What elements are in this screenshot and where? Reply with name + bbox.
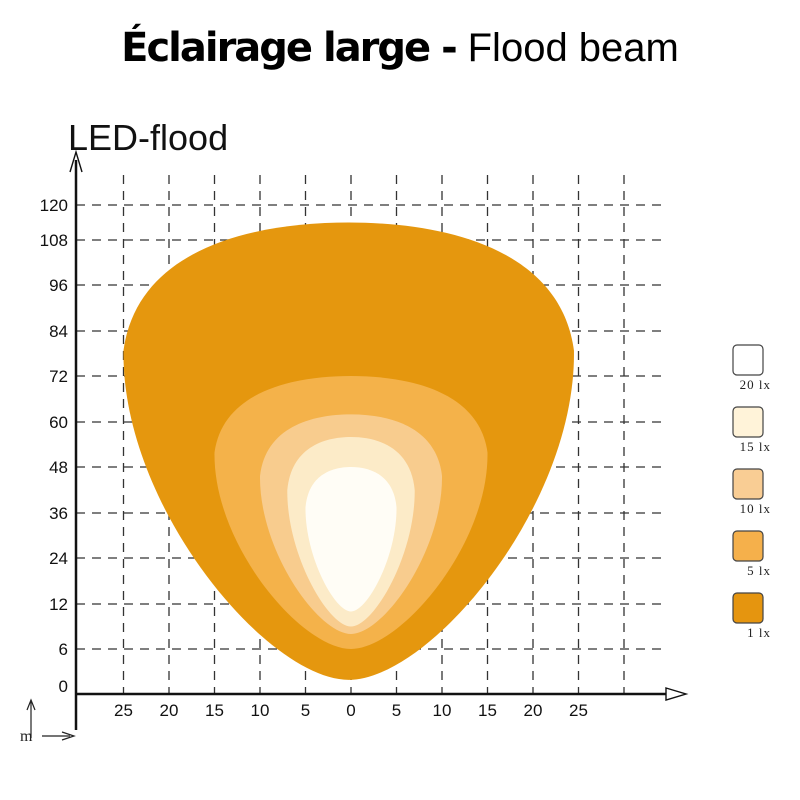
x-tick-label: 20 [524,701,543,720]
y-tick-label: 96 [49,276,68,295]
unit-arrow-up-head [26,698,36,711]
y-tick-label: 72 [49,367,68,386]
axis-unit-indicator: m [20,698,76,745]
unit-arrow-right-head [61,731,76,741]
x-tick-label: 15 [205,701,224,720]
x-tick-label: 20 [160,701,179,720]
legend-swatch [732,592,764,624]
x-tick-label: 10 [433,701,452,720]
x-tick-label: 5 [392,701,401,720]
page-title: Éclairage large - Flood beam [0,22,800,72]
y-axis-arrow [69,149,83,173]
y-tick-label: 48 [49,458,68,477]
axes [69,149,689,730]
isolux-contours [123,222,574,680]
y-tick-label: 84 [49,322,68,341]
legend-swatch [732,530,764,562]
contour-20-lx [305,467,397,612]
x-axis-arrow [665,687,689,701]
y-tick-label: 108 [40,231,68,250]
tick-labels: 0 6 12 24 36 48 60 72 84 96 108 120 25 20 15 10 5 0 5 10 15 2… [40,196,588,720]
y-tick-label: 60 [49,413,68,432]
unit-label: m [20,728,33,745]
y-tick-label: 0 [59,677,68,696]
title-normal: Flood beam [467,26,679,70]
legend: 20 lx 15 lx 10 lx 5 lx 1 lx [732,344,771,640]
x-tick-label: 5 [301,701,310,720]
chart-title: LED-flood [68,117,228,158]
y-tick-label: 120 [40,196,68,215]
legend-label: 10 lx [740,501,771,516]
x-tick-label: 10 [251,701,270,720]
legend-swatch [732,468,764,500]
x-tick-label: 15 [478,701,497,720]
legend-swatch [732,406,764,438]
legend-swatch [732,344,764,376]
y-tick-label: 24 [49,549,68,568]
y-tick-label: 36 [49,504,68,523]
x-tick-label: 25 [569,701,588,720]
legend-label: 15 lx [740,439,771,454]
legend-label: 20 lx [740,377,771,392]
y-tick-label: 12 [49,595,68,614]
title-bold: Éclairage large - [121,25,468,71]
x-tick-label: 25 [114,701,133,720]
legend-label: 5 lx [747,563,771,578]
x-tick-label: 0 [346,701,355,720]
legend-label: 1 lx [747,625,771,640]
y-tick-label: 6 [59,640,68,659]
